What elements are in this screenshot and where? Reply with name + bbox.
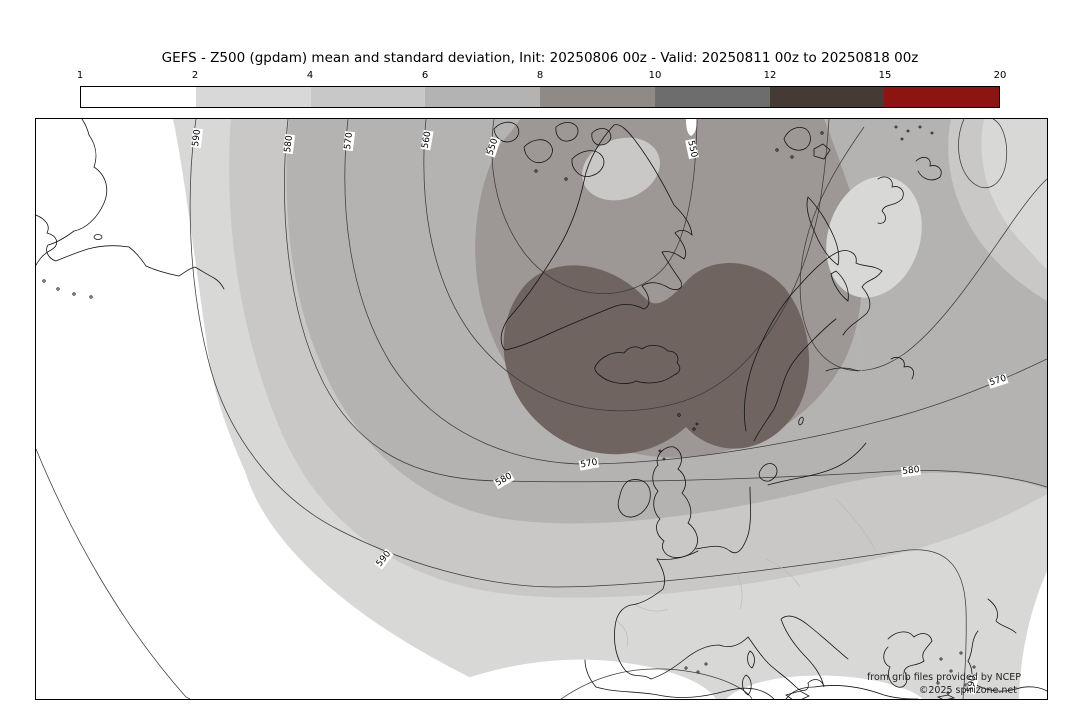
colorbar-tick-label: 12	[763, 70, 777, 81]
colorbar-tick-label: 15	[878, 70, 892, 81]
colorbar-segment	[540, 87, 655, 107]
stddev-shading-layer	[36, 119, 1047, 699]
country-borders-layer	[615, 328, 877, 647]
attribution-ncep: from grib files provided by NCEP	[866, 672, 1021, 683]
colorbar-segment	[310, 87, 426, 107]
colorbar-tick-label: 6	[421, 70, 429, 81]
colorbar-segment	[195, 87, 311, 107]
colorbar-segment	[81, 87, 196, 107]
colorbar-tick-label: 8	[536, 70, 544, 81]
contour-oval	[958, 119, 1008, 189]
colorbar	[80, 86, 1000, 108]
contour-590	[189, 119, 967, 699]
contour-595	[560, 668, 753, 699]
colorbar-tick-label: 2	[191, 70, 199, 81]
colorbar-tick-label: 10	[648, 70, 662, 81]
contour-560	[423, 119, 830, 412]
coastlines-layer	[36, 119, 1047, 699]
colorbar-tick-label: 4	[306, 70, 314, 81]
colorbar-segment	[884, 87, 999, 107]
contour-ridge	[799, 126, 1047, 371]
colorbar-wrap	[80, 86, 1000, 108]
weather-map-svg	[36, 119, 1047, 699]
map-frame: 590 580 570 560 550 550 590 580 570 570 580 590 fro…	[35, 118, 1048, 700]
colorbar-segment	[425, 87, 540, 107]
attribution-copyright: ©2025 spirizone.net	[918, 685, 1017, 696]
colorbar-tick-label: 1	[76, 70, 84, 81]
colorbar-tick-label: 20	[993, 70, 1007, 81]
colorbar-segment	[769, 87, 885, 107]
colorbar-segment	[654, 87, 770, 107]
colorbar-ticks: 1 2 4 6 8 10 12 15 20	[76, 70, 1007, 84]
page-title: GEFS - Z500 (gpdam) mean and standard de…	[161, 50, 919, 66]
contour-550	[491, 119, 698, 294]
contour-600	[36, 448, 191, 699]
